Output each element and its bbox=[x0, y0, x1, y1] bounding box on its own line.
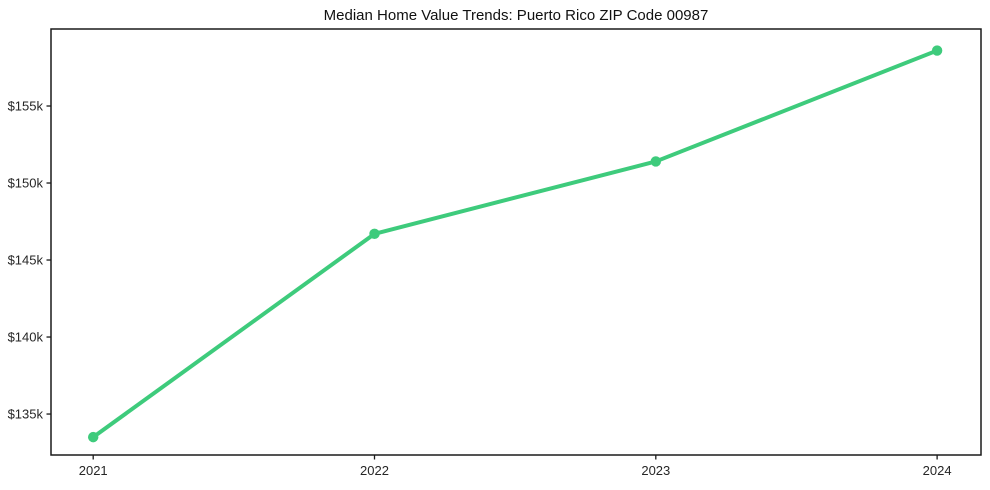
chart-title: Median Home Value Trends: Puerto Rico ZI… bbox=[323, 7, 709, 24]
x-tick-label: 2023 bbox=[641, 463, 670, 478]
x-tick-label: 2024 bbox=[923, 463, 952, 478]
data-point-2021 bbox=[87, 431, 99, 443]
axes-box bbox=[50, 28, 982, 456]
trend-line bbox=[91, 48, 940, 440]
data-point-2024 bbox=[931, 45, 943, 56]
y-tick-label: $135k bbox=[8, 407, 44, 422]
x-tick-label: 2021 bbox=[79, 463, 108, 478]
y-tick-label: $140k bbox=[8, 330, 44, 345]
y-tick-label: $150k bbox=[8, 176, 44, 191]
data-point-2022 bbox=[369, 228, 380, 240]
x-tick-label: 2022 bbox=[360, 463, 389, 478]
y-tick-label: $145k bbox=[8, 253, 44, 268]
y-tick-label: $155k bbox=[8, 99, 44, 114]
data-point-2023 bbox=[650, 156, 662, 167]
